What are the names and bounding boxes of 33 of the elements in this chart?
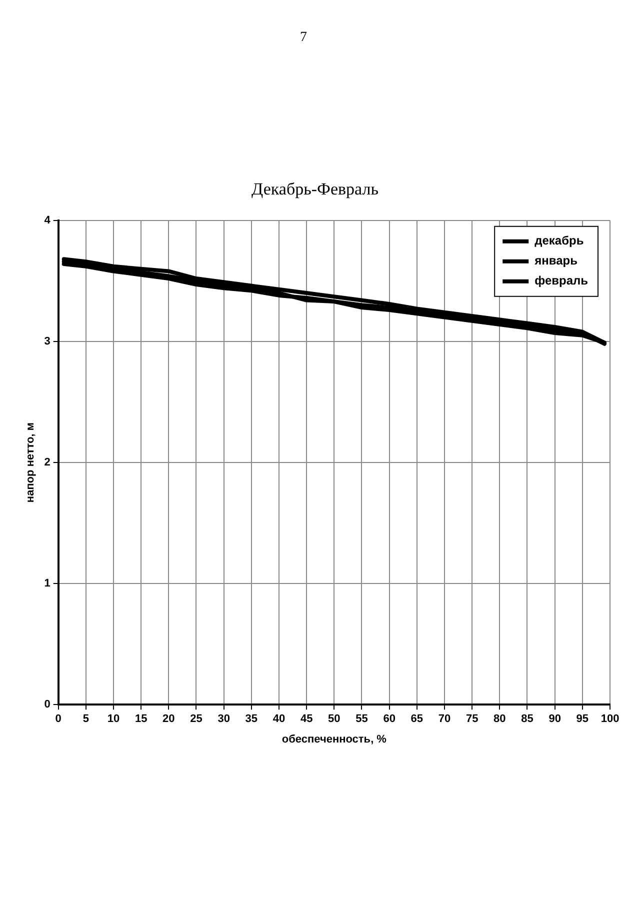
x-tick-label: 95 <box>576 713 589 726</box>
x-tick-label: 80 <box>494 713 506 726</box>
y-tick-label: 0 <box>44 698 50 711</box>
chart-title: Декабрь-Февраль <box>252 180 379 199</box>
x-tick-label: 100 <box>600 713 620 726</box>
x-tick-label: 25 <box>190 713 202 726</box>
x-tick-label: 85 <box>521 713 534 726</box>
x-tick-label: 45 <box>300 713 313 726</box>
x-tick-label: 10 <box>107 713 120 726</box>
x-tick-label: 30 <box>218 713 230 726</box>
y-tick-label: 4 <box>44 214 52 226</box>
x-tick-label: 65 <box>410 713 424 726</box>
x-tick-label: 35 <box>245 713 258 726</box>
x-tick-label: 55 <box>356 713 368 726</box>
x-tick-label: 90 <box>548 713 561 726</box>
legend-label: декабрь <box>534 234 584 248</box>
x-tick-label: 5 <box>82 713 89 726</box>
legend-label: февраль <box>534 274 588 288</box>
x-tick-label: 70 <box>438 713 451 726</box>
x-tick-label: 75 <box>466 713 478 726</box>
x-tick-label: 20 <box>162 713 175 726</box>
x-tick-label: 60 <box>383 713 396 726</box>
x-tick-label: 50 <box>328 713 340 726</box>
y-tick-label: 3 <box>44 335 50 348</box>
x-tick-label: 0 <box>55 713 62 726</box>
y-axis-title: напор нетто, м <box>24 422 37 503</box>
x-tick-label: 40 <box>272 713 286 726</box>
legend-label: январь <box>534 254 578 268</box>
y-tick-label: 2 <box>44 456 50 469</box>
text: 7 <box>300 30 307 46</box>
x-tick-label: 15 <box>134 713 148 726</box>
y-tick-label: 1 <box>44 578 50 590</box>
x-axis-title: обеспеченность, % <box>282 733 387 746</box>
